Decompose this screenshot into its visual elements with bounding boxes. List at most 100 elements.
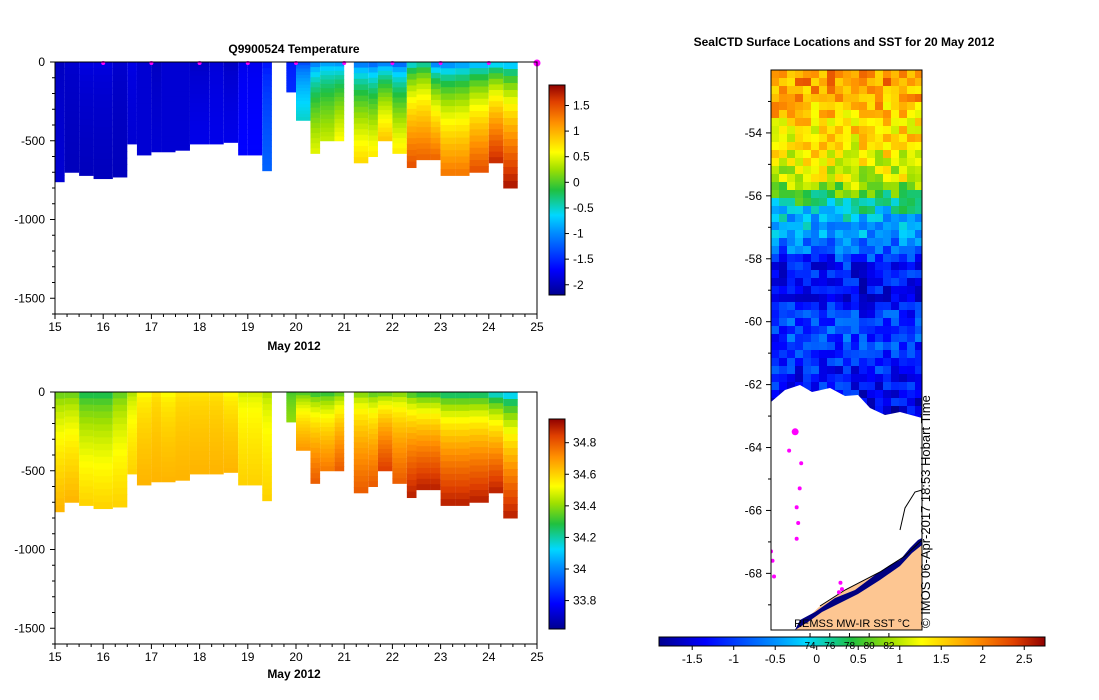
section-cell [377, 418, 393, 424]
section-cell [262, 68, 272, 75]
section-cell [440, 156, 456, 164]
section-cell [416, 392, 431, 398]
sst-cell [867, 166, 876, 175]
section-cell [286, 73, 296, 76]
sst-cell [875, 366, 884, 375]
section-cell [209, 139, 224, 145]
section-cell [151, 441, 162, 448]
section-cell [503, 174, 518, 182]
section-cell [286, 413, 296, 416]
sst-cell [899, 278, 908, 287]
sst-cell [859, 390, 868, 399]
section-cell [151, 116, 162, 123]
sst-cell [803, 102, 812, 111]
section-cell [189, 414, 210, 420]
section-cell [175, 140, 190, 146]
sst-cell [867, 302, 876, 311]
x-tick-label: 19 [241, 650, 255, 664]
section-cell [320, 422, 335, 428]
section-cell [189, 469, 210, 475]
sst-cell [875, 118, 884, 127]
section-cell [151, 416, 162, 423]
section-cell [209, 410, 224, 416]
x-tick-label: 25 [530, 650, 544, 664]
section-cell [151, 436, 162, 443]
sst-cell [907, 198, 916, 207]
section-cell [416, 429, 431, 436]
sst-cell [827, 206, 836, 215]
sst-cell [843, 254, 852, 263]
section-cell [296, 94, 311, 99]
section-cell [377, 431, 393, 437]
sst-cell [915, 198, 922, 207]
section-cell [112, 417, 128, 425]
section-cell [161, 421, 176, 428]
sst-cell [891, 190, 900, 199]
section-cell [223, 418, 239, 424]
section-cell [488, 470, 504, 477]
sst-cell [891, 262, 900, 271]
sst-cell [859, 118, 868, 127]
section-cell [175, 115, 190, 122]
section-cell [209, 423, 224, 429]
sst-cell [883, 222, 892, 231]
section-cell [151, 76, 162, 83]
section-cell [440, 162, 456, 170]
section-cell [223, 66, 239, 72]
sst-cell [827, 310, 836, 319]
sst-cell [811, 342, 820, 351]
section-cell [175, 465, 190, 471]
section-cell [286, 403, 296, 406]
sst-cell [771, 350, 780, 359]
section-cell [416, 127, 431, 134]
section-cell [136, 448, 152, 455]
sst-cell [883, 294, 892, 303]
section-cell [430, 392, 441, 398]
sst-cell [835, 118, 844, 127]
section-cell [296, 74, 311, 79]
section-cell [440, 99, 456, 107]
section-cell [353, 420, 369, 427]
sst-cell [907, 94, 916, 103]
section-cell [93, 437, 113, 445]
sst-cell [787, 302, 796, 311]
section-cell [377, 396, 393, 402]
colorbar-tick-label: 0 [573, 175, 580, 189]
section-cell [286, 406, 296, 410]
section-cell [136, 428, 152, 434]
section-cell [377, 466, 393, 472]
sst-cell [787, 342, 796, 351]
sst-cell [827, 326, 836, 335]
section-cell [112, 93, 128, 101]
section-cell [503, 139, 518, 147]
sst-cell [771, 222, 780, 231]
section-cell [93, 68, 113, 76]
section-cell [286, 68, 296, 71]
section-cell [64, 104, 80, 112]
section-cell [406, 450, 417, 457]
section-cell [455, 486, 470, 494]
section-cell [55, 425, 65, 433]
sst-cell [819, 318, 828, 327]
section-cell [320, 392, 335, 397]
sst-cell [771, 182, 780, 191]
section-cell [430, 89, 441, 96]
section-cell [334, 409, 345, 415]
sst-cell [875, 190, 884, 199]
sst-cell [883, 326, 892, 335]
section-cell [262, 116, 272, 123]
section-cell [55, 175, 65, 183]
section-cell [320, 462, 335, 467]
section-cell [440, 62, 456, 69]
section-cell [136, 443, 152, 450]
sst-cell [827, 278, 836, 287]
section-cell [247, 433, 263, 439]
sst-cell [779, 134, 788, 143]
section-cell [175, 416, 190, 422]
section-cell [320, 83, 335, 89]
section-cell [189, 125, 210, 131]
section-cell [488, 134, 504, 141]
section-cell [64, 74, 80, 81]
sst-cell [891, 382, 900, 391]
x-tick-label: 17 [145, 320, 159, 334]
